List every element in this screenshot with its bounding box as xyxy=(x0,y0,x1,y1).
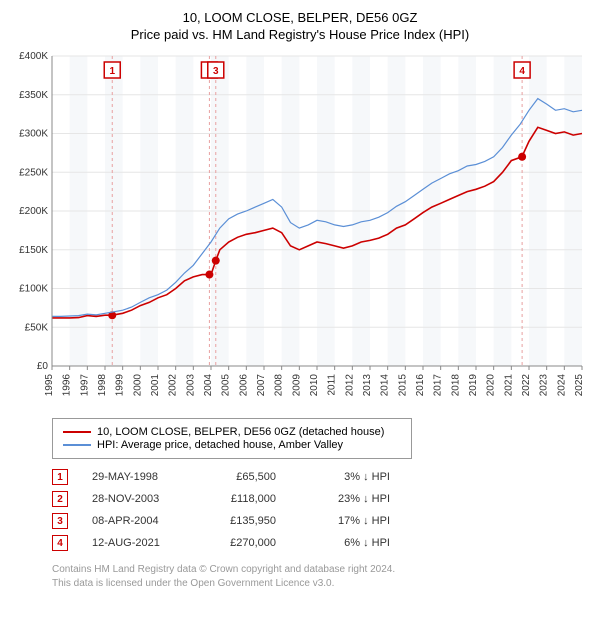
x-tick-label: 2021 xyxy=(503,374,514,397)
footer-attribution: Contains HM Land Registry data © Crown c… xyxy=(52,563,590,591)
transaction-pct: 6% ↓ HPI xyxy=(300,537,390,549)
transaction-price: £118,000 xyxy=(206,493,276,505)
transaction-price: £65,500 xyxy=(206,471,276,483)
transaction-row-badge: 4 xyxy=(52,535,68,551)
x-tick-label: 2016 xyxy=(415,374,426,397)
x-tick-label: 1995 xyxy=(44,374,55,397)
x-tick-label: 2024 xyxy=(556,374,567,397)
transaction-price: £135,950 xyxy=(206,515,276,527)
x-tick-label: 2011 xyxy=(327,374,338,396)
legend-row: HPI: Average price, detached house, Ambe… xyxy=(63,439,401,451)
transaction-row-badge: 2 xyxy=(52,491,68,507)
transaction-price: £270,000 xyxy=(206,537,276,549)
x-tick-label: 2010 xyxy=(309,374,320,397)
legend: 10, LOOM CLOSE, BELPER, DE56 0GZ (detach… xyxy=(52,418,412,459)
x-tick-label: 2009 xyxy=(291,374,302,397)
svg-text:4: 4 xyxy=(519,66,525,77)
y-tick-label: £300K xyxy=(19,129,48,140)
legend-swatch xyxy=(63,444,91,446)
line-chart: £0 £50K £100K £150K £200K £250K £300K £350K £400… xyxy=(10,50,590,410)
x-tick-label: 2008 xyxy=(274,374,285,397)
transaction-pct: 23% ↓ HPI xyxy=(300,493,390,505)
chart-title-sub: Price paid vs. HM Land Registry's House … xyxy=(10,27,590,42)
transaction-date: 08-APR-2004 xyxy=(92,515,182,527)
x-tick-label: 2003 xyxy=(185,374,196,397)
x-tick-label: 1999 xyxy=(115,374,126,397)
transaction-badge: 3 xyxy=(208,62,224,78)
x-tick-label: 2002 xyxy=(168,374,179,397)
transaction-row: 3 08-APR-2004 £135,950 17% ↓ HPI xyxy=(52,513,590,529)
x-tick-label: 2019 xyxy=(468,374,479,397)
footer-line-1: Contains HM Land Registry data © Crown c… xyxy=(52,563,590,577)
transaction-date: 29-MAY-1998 xyxy=(92,471,182,483)
transaction-date: 28-NOV-2003 xyxy=(92,493,182,505)
legend-label: HPI: Average price, detached house, Ambe… xyxy=(97,439,343,451)
svg-text:3: 3 xyxy=(213,66,219,77)
x-tick-label: 2022 xyxy=(521,374,532,397)
y-tick-label: £0 xyxy=(37,361,49,372)
x-tick-label: 2001 xyxy=(150,374,161,397)
y-tick-label: £350K xyxy=(19,90,48,101)
transaction-row-badge: 3 xyxy=(52,513,68,529)
chart-title-block: 10, LOOM CLOSE, BELPER, DE56 0GZ Price p… xyxy=(10,10,590,42)
legend-row: 10, LOOM CLOSE, BELPER, DE56 0GZ (detach… xyxy=(63,426,401,438)
svg-text:1: 1 xyxy=(109,66,115,77)
y-tick-label: £400K xyxy=(19,51,48,62)
x-tick-label: 2012 xyxy=(344,374,355,397)
x-tick-label: 2018 xyxy=(450,374,461,397)
y-tick-label: £100K xyxy=(19,284,48,295)
y-tick-label: £50K xyxy=(25,322,49,333)
y-tick-label: £250K xyxy=(19,167,48,178)
transaction-pct: 3% ↓ HPI xyxy=(300,471,390,483)
x-tick-label: 1998 xyxy=(97,374,108,397)
footer-line-2: This data is licensed under the Open Gov… xyxy=(52,577,590,591)
transactions-table: 1 29-MAY-1998 £65,500 3% ↓ HPI 2 28-NOV-2003 £… xyxy=(52,469,590,551)
x-tick-label: 2000 xyxy=(132,374,143,397)
x-tick-label: 1997 xyxy=(79,374,90,397)
chart-title-main: 10, LOOM CLOSE, BELPER, DE56 0GZ xyxy=(10,10,590,25)
y-tick-label: £200K xyxy=(19,206,48,217)
x-tick-label: 2020 xyxy=(486,374,497,397)
transaction-row-badge: 1 xyxy=(52,469,68,485)
x-tick-label: 2013 xyxy=(362,374,373,397)
transaction-date: 12-AUG-2021 xyxy=(92,537,182,549)
transaction-row: 1 29-MAY-1998 £65,500 3% ↓ HPI xyxy=(52,469,590,485)
x-tick-label: 2005 xyxy=(221,374,232,397)
x-tick-label: 2004 xyxy=(203,374,214,397)
x-tick-label: 1996 xyxy=(62,374,73,397)
transaction-row: 2 28-NOV-2003 £118,000 23% ↓ HPI xyxy=(52,491,590,507)
legend-swatch xyxy=(63,431,91,433)
transaction-row: 4 12-AUG-2021 £270,000 6% ↓ HPI xyxy=(52,535,590,551)
x-tick-label: 2006 xyxy=(238,374,249,397)
legend-label: 10, LOOM CLOSE, BELPER, DE56 0GZ (detach… xyxy=(97,426,384,438)
transaction-pct: 17% ↓ HPI xyxy=(300,515,390,527)
y-tick-label: £150K xyxy=(19,245,48,256)
transaction-badge: 1 xyxy=(104,62,120,78)
x-tick-label: 2014 xyxy=(380,374,391,397)
x-tick-label: 2007 xyxy=(256,374,267,397)
x-tick-label: 2015 xyxy=(397,374,408,397)
transaction-badge: 4 xyxy=(514,62,530,78)
x-tick-label: 2023 xyxy=(539,374,550,397)
x-tick-label: 2017 xyxy=(433,374,444,397)
x-tick-label: 2025 xyxy=(574,374,585,397)
chart-container: £0 £50K £100K £150K £200K £250K £300K £350K £400… xyxy=(10,50,590,410)
